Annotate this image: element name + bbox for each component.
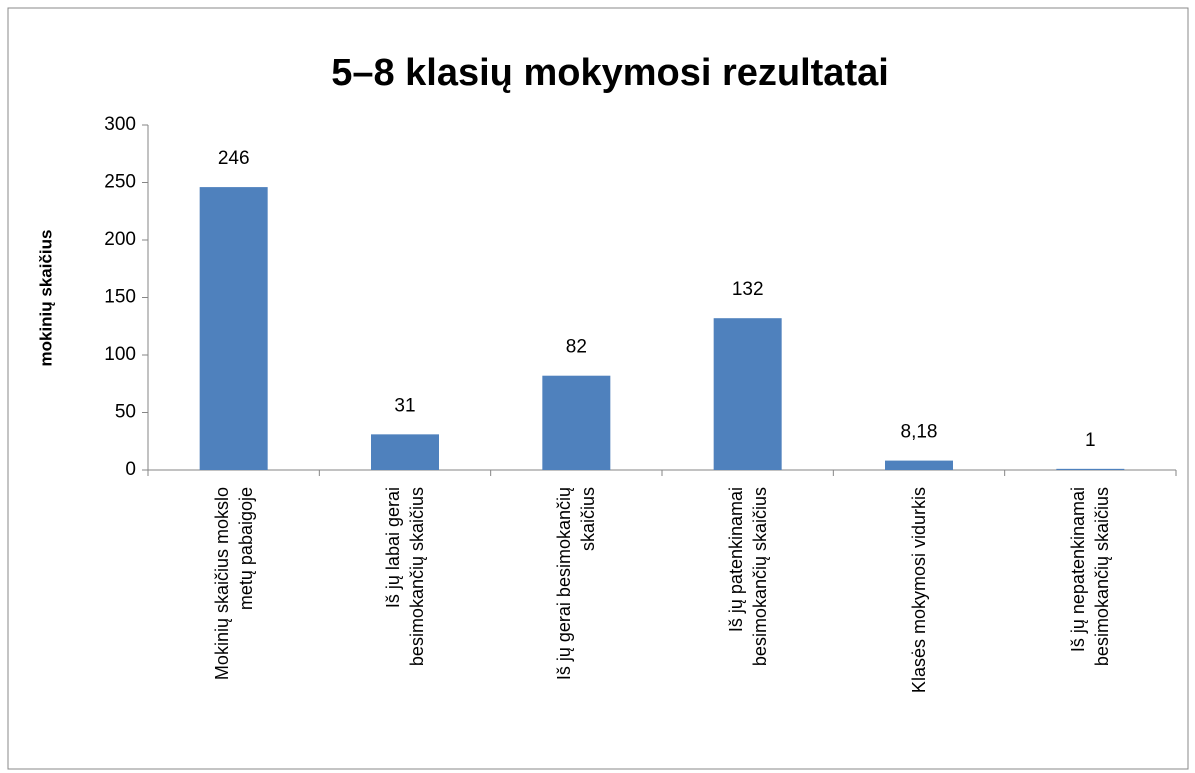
y-tick-label: 300 <box>104 114 136 135</box>
y-tick-label: 200 <box>104 229 136 250</box>
x-tick-label: Iš jų patenkinamai besimokančių skaičius <box>725 487 770 667</box>
y-tick-label: 50 <box>115 402 136 423</box>
chart-title: 5–8 klasių mokymosi rezultatai <box>331 52 889 94</box>
data-label: 82 <box>566 337 587 358</box>
bar <box>885 460 953 470</box>
bar <box>1056 468 1125 470</box>
chart-border <box>7 7 1189 770</box>
bar <box>713 318 782 470</box>
x-tick-label: Iš jų labai gerai besimokančių skaičius <box>383 487 427 667</box>
y-tick-label: 250 <box>104 172 136 193</box>
x-tick-label: Iš jų nepatenkinamai besimokančių skaiči… <box>1068 487 1113 667</box>
x-tick-label: Klasės mokymosi vidurkis <box>909 487 929 694</box>
data-label: 132 <box>732 279 764 300</box>
y-tick-label: 100 <box>104 344 136 365</box>
bar <box>199 187 268 470</box>
y-axis-label: mokinių skaičius <box>36 230 55 367</box>
y-tick-label: 0 <box>125 459 136 480</box>
data-label: 246 <box>218 148 250 169</box>
data-label: 31 <box>394 395 415 416</box>
data-label: 1 <box>1085 430 1096 451</box>
y-tick-label: 150 <box>104 287 136 308</box>
bar <box>542 375 611 470</box>
bar <box>371 434 439 470</box>
data-label: 8,18 <box>901 422 938 443</box>
x-tick-label: Iš jų gerai besimokančių skaičius <box>554 487 599 681</box>
x-tick-label: Mokinių skaičius mokslo metų pabaigoje <box>211 487 256 681</box>
